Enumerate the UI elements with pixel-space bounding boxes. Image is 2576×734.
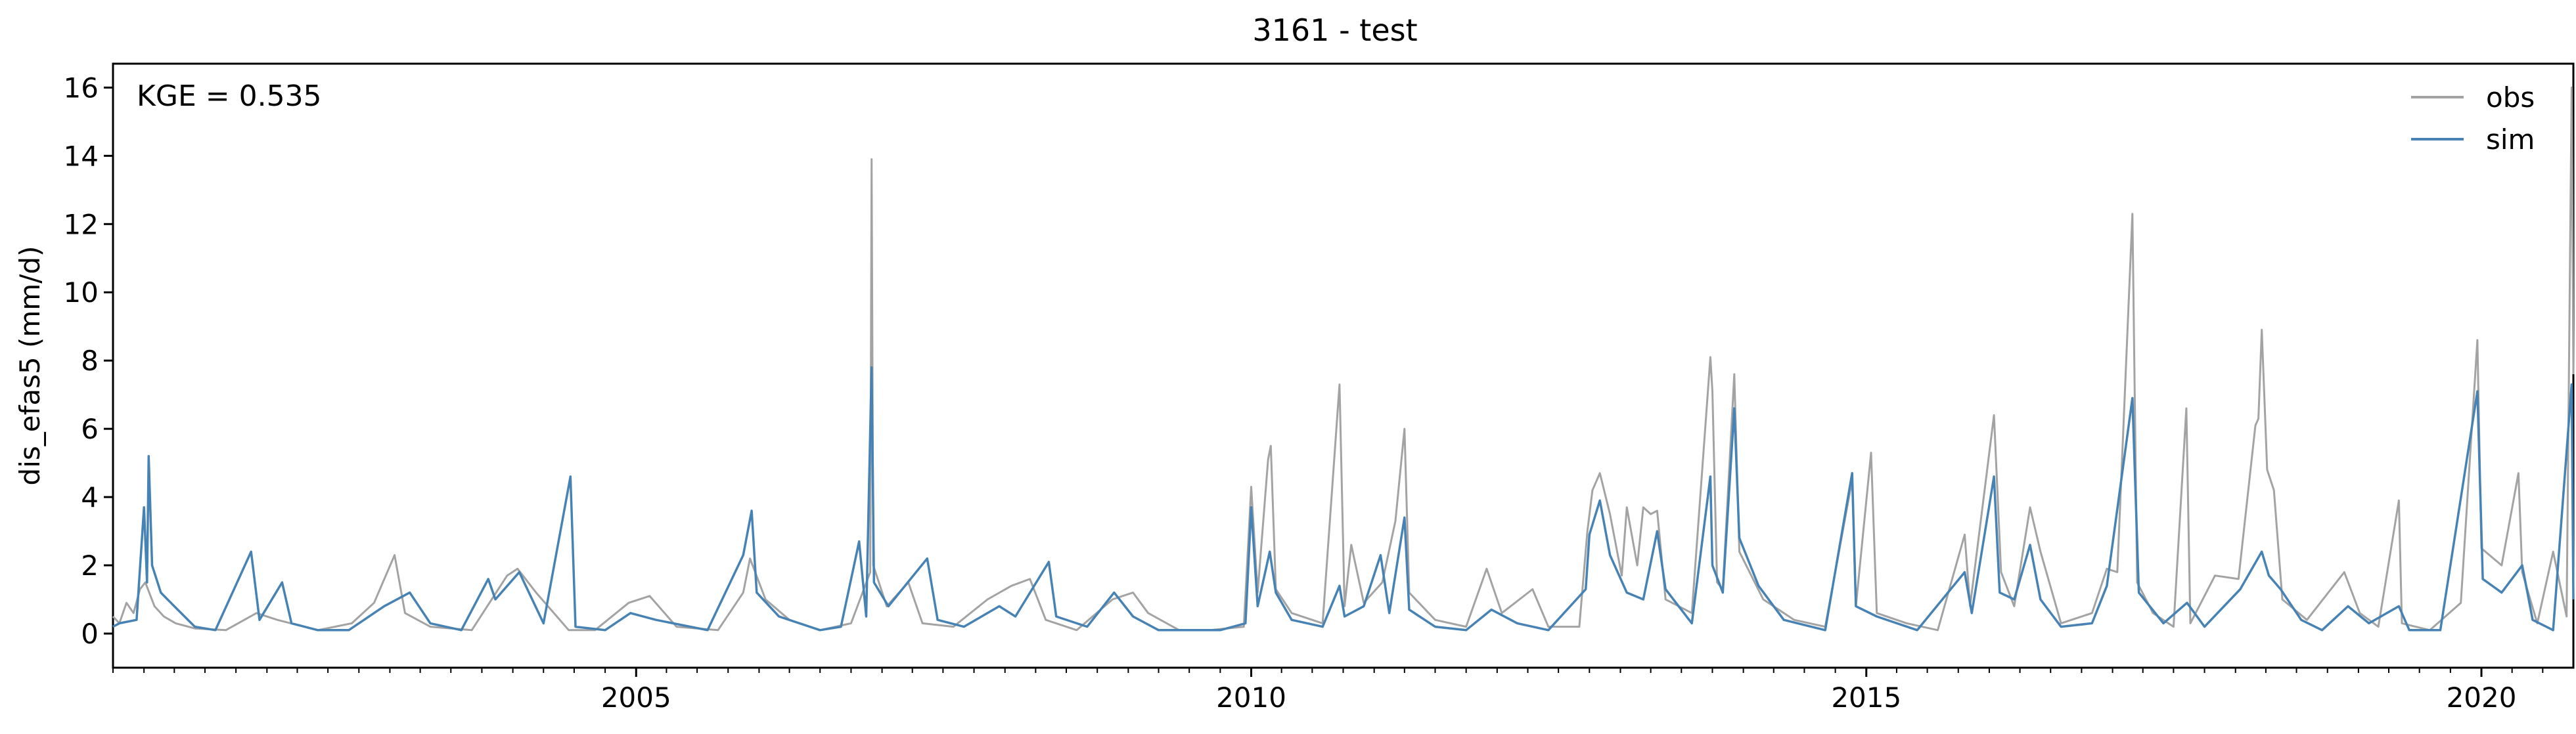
x-tick-label: 2015 (1831, 681, 1901, 714)
kge-annotation: KGE = 0.535 (137, 79, 322, 113)
legend-label-sim: sim (2486, 123, 2535, 156)
x-tick-label: 2005 (601, 681, 671, 714)
x-tick-label: 2010 (1216, 681, 1286, 714)
y-tick-label: 4 (81, 481, 99, 513)
legend: obs sim (2411, 81, 2535, 156)
series-line-sim (112, 366, 2575, 632)
x-axis: 2005 2010 2015 2020 (112, 668, 2544, 714)
y-tick-label: 16 (64, 72, 99, 104)
y-tick-label: 8 (81, 345, 99, 377)
x-tick-label: 2020 (2447, 681, 2517, 714)
y-tick-label: 6 (81, 413, 99, 445)
y-tick-label: 0 (81, 618, 99, 650)
y-axis: 0 2 4 6 8 10 12 14 16 (64, 72, 113, 650)
chart-title: 3161 - test (1252, 12, 1417, 48)
y-tick-label: 14 (64, 140, 99, 172)
legend-label-obs: obs (2486, 81, 2535, 114)
series-line-obs (112, 86, 2575, 632)
y-tick-label: 2 (81, 550, 99, 582)
y-tick-label: 12 (64, 208, 99, 240)
plot-layer (112, 86, 2575, 632)
y-axis-label: dis_efas5 (mm/d) (14, 246, 46, 486)
y-tick-label: 10 (64, 276, 99, 309)
